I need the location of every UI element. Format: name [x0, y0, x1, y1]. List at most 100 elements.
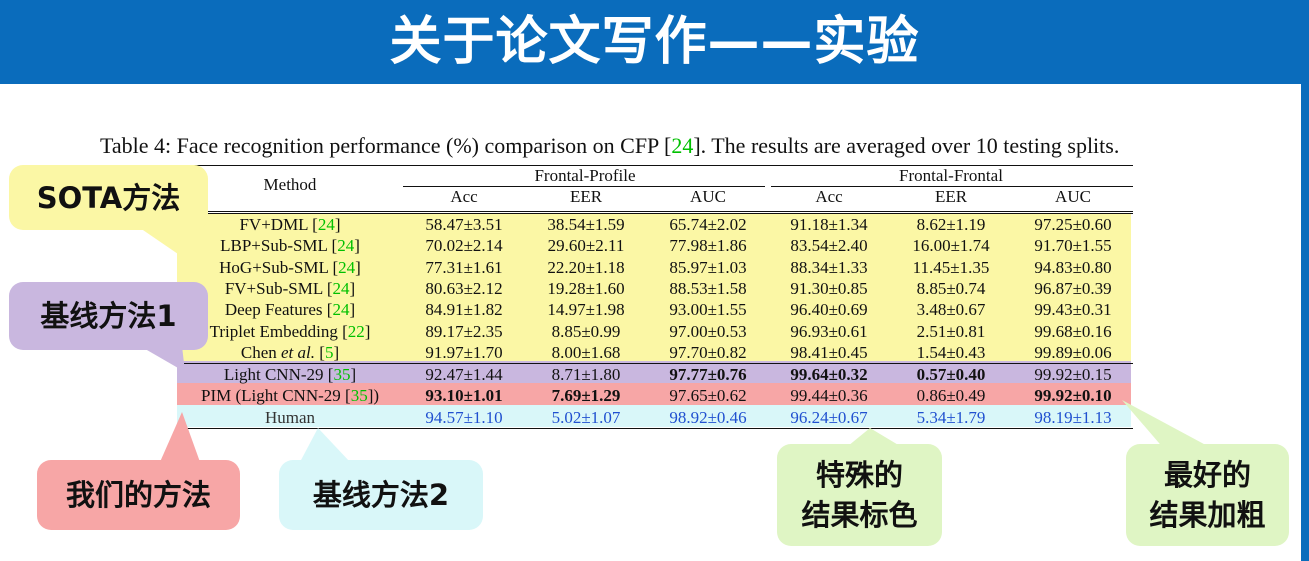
row-7-cell-4: 0.57±0.40	[916, 365, 986, 385]
row-8-cell-0: 93.10±1.01	[425, 386, 503, 406]
sub-header-1: EER	[569, 187, 603, 206]
row-2-suffix: ]	[355, 257, 361, 277]
baseline1-tail	[140, 346, 185, 372]
group-header-frontal-frontal: Frontal-Frontal	[899, 166, 1003, 185]
row-4-cell-1: 14.97±1.98	[547, 300, 625, 320]
row-3-cell-0: 80.63±2.12	[425, 278, 503, 298]
baseline2-callout-text: 基线方法2	[312, 478, 450, 512]
caption-ref: 24	[671, 133, 694, 158]
best-callout-line2: 结果加粗	[1149, 498, 1266, 532]
row-9-cell-3: 96.24±0.67	[790, 407, 868, 427]
row-6-method-text: Chen et al. [	[240, 342, 325, 362]
row-4-method-text: Deep Features [	[224, 300, 333, 320]
row-3-cell-4: 8.85±0.74	[916, 278, 986, 298]
row-5-cell-4: 2.51±0.81	[916, 321, 986, 341]
row-5-cell-5: 99.68±0.16	[1034, 321, 1112, 341]
row-6-method: Chen et al. [5]	[170, 342, 410, 363]
row-7-method-text: Light CNN-29 [	[223, 365, 334, 385]
row-2-cell-4: 11.45±1.35	[912, 257, 990, 277]
row-1-cell-0: 70.02±2.14	[425, 236, 503, 256]
best-callout: 最好的 结果加粗	[1126, 444, 1289, 546]
table-bottom-rule	[175, 428, 1133, 429]
method-header: Method	[263, 175, 317, 194]
sota-callout: SOTA方法	[9, 165, 208, 230]
row-6-cell-2: 97.70±0.82	[669, 342, 747, 362]
sub-header-4: EER	[934, 187, 968, 206]
row-3-method-text: FV+Sub-SML [	[224, 278, 333, 298]
row-9-method: Human	[170, 407, 410, 428]
sub-header-0: Acc	[450, 187, 478, 206]
row-4-method: Deep Features [24]	[170, 299, 410, 320]
baseline1-callout-text: 基线方法1	[40, 299, 177, 333]
row-1-cell-4: 16.00±1.74	[912, 236, 990, 256]
row-6-cell-3: 98.41±0.45	[790, 342, 868, 362]
row-4-ref: 24	[332, 300, 350, 320]
row-0-cell-0: 58.47±3.51	[425, 215, 503, 234]
special-callout: 特殊的 结果标色	[777, 444, 942, 546]
row-3-suffix: ]	[349, 278, 356, 298]
row-5-method: Triplet Embedding [22]	[170, 321, 410, 342]
row-6-cell-1: 8.00±1.68	[551, 342, 621, 362]
baseline2-tail	[300, 428, 350, 462]
row-6-cell-0: 91.97±1.70	[425, 342, 503, 362]
ours-tail	[160, 412, 200, 462]
group-header-frontal-profile: Frontal-Profile	[534, 166, 636, 185]
row-6-suffix: ]	[333, 342, 340, 362]
sub-header-2: AUC	[690, 187, 726, 206]
row-2-method-text: HoG+Sub-SML [	[219, 257, 339, 277]
row-5-cell-1: 8.85±0.99	[551, 321, 621, 341]
row-1-suffix: ]	[354, 236, 360, 256]
row-3-cell-2: 88.53±1.58	[669, 278, 747, 298]
row-9-cell-0: 94.57±1.10	[425, 407, 503, 427]
row-4-suffix: ]	[349, 300, 356, 320]
human-highlight	[177, 405, 1131, 427]
special-tail	[848, 428, 900, 446]
row-0-cell-2: 65.74±2.02	[669, 215, 747, 234]
special-callout-line2: 结果标色	[801, 498, 918, 532]
row-3-cell-5: 96.87±0.39	[1034, 278, 1112, 298]
row-4-cell-5: 99.43±0.31	[1034, 300, 1112, 320]
row-6-ref: 5	[324, 342, 334, 362]
slide-title: 关于论文写作——实验	[389, 12, 920, 72]
caption-text-after: ]. The results are averaged over 10 test…	[693, 133, 1120, 158]
sota-bottom-rule	[175, 363, 1133, 365]
row-1-cell-5: 91.70±1.55	[1034, 236, 1112, 256]
row-3-cell-1: 19.28±1.60	[547, 278, 625, 298]
row-7-ref: 35	[333, 365, 351, 385]
row-1-cell-1: 29.60±2.11	[547, 236, 625, 256]
row-3-ref: 24	[332, 278, 350, 298]
row-0-cell-4: 8.62±1.19	[916, 215, 986, 234]
row-2-method: HoG+Sub-SML [24]	[170, 257, 410, 278]
row-8-cell-3: 99.44±0.36	[790, 386, 868, 406]
ours-callout: 我们的方法	[37, 460, 240, 530]
row-4-cell-3: 96.40±0.69	[790, 300, 868, 320]
row-5-cell-0: 89.17±2.35	[425, 321, 503, 341]
header-bottom-rule	[175, 211, 1133, 212]
sota-highlight	[177, 213, 1131, 361]
row-1-cell-3: 83.54±2.40	[790, 236, 868, 256]
group-rule-1	[403, 186, 765, 187]
row-8-suffix: ])	[367, 386, 380, 406]
table-caption: Table 4: Face recognition performance (%…	[100, 133, 1119, 159]
ours-highlight	[177, 383, 1131, 405]
table-top-rule	[175, 165, 1133, 166]
row-0-cell-5: 97.25±0.60	[1034, 215, 1112, 234]
row-4-cell-4: 3.48±0.67	[916, 300, 986, 320]
row-2-ref: 24	[338, 257, 356, 277]
row-7-cell-1: 8.71±1.80	[551, 365, 621, 385]
header-bottom-rule-2	[175, 213, 1133, 214]
row-9-cell-2: 98.92±0.46	[669, 407, 747, 427]
row-8-cell-2: 97.65±0.62	[669, 386, 747, 406]
row-9-method-text: Human	[264, 407, 316, 427]
row-2-cell-2: 85.97±1.03	[669, 257, 747, 277]
row-5-cell-3: 96.93±0.61	[790, 321, 868, 341]
et-al-italic: et al.	[281, 342, 316, 362]
row-9-cell-5: 98.19±1.13	[1034, 407, 1112, 427]
row-1-method: LBP+Sub-SML [24]	[170, 235, 410, 256]
row-0-method-text: FV+DML [	[239, 215, 318, 234]
sub-header-3: Acc	[815, 187, 843, 206]
row-9-cell-4: 5.34±1.79	[916, 407, 986, 427]
row-5-method-text: Triplet Embedding [	[209, 321, 348, 341]
row-8-cell-5: 99.92±0.10	[1034, 386, 1112, 406]
